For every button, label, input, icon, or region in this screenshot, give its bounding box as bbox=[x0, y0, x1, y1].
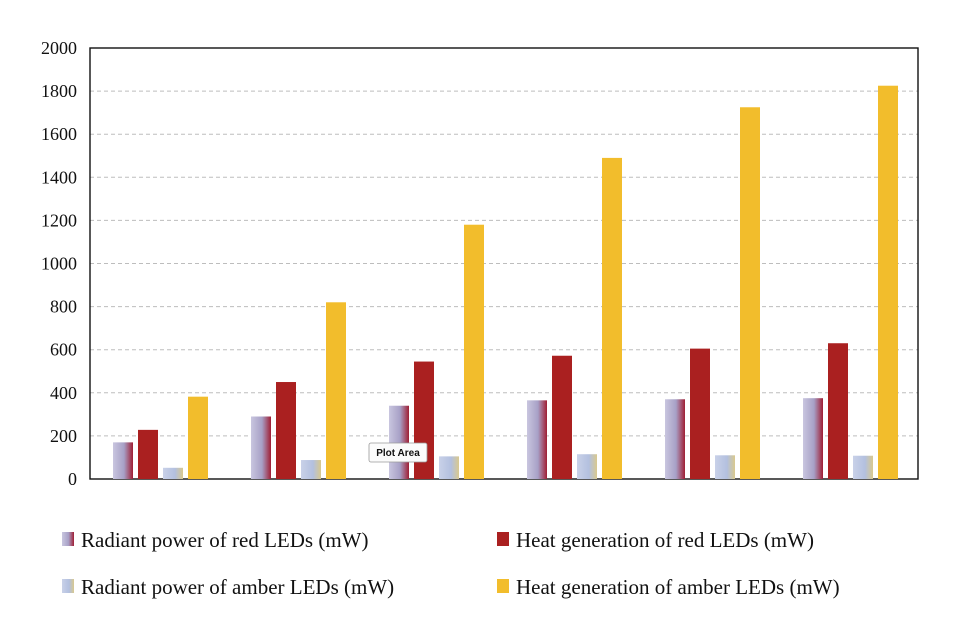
bar-radiant-red-3[interactable] bbox=[389, 405, 409, 479]
y-tick-label: 200 bbox=[50, 426, 77, 446]
tooltip-box bbox=[368, 442, 428, 463]
y-tick-label: 1400 bbox=[41, 167, 77, 187]
bar-radiant-amber-6[interactable] bbox=[853, 455, 873, 479]
legend-swatch-heat-amber bbox=[497, 579, 509, 593]
bar-heat-red-2[interactable] bbox=[276, 382, 296, 479]
bar-radiant-amber-4[interactable] bbox=[577, 454, 597, 479]
y-tick-label: 400 bbox=[50, 383, 77, 403]
legend-label-heat-amber: Heat generation of amber LEDs (mW) bbox=[516, 575, 840, 599]
bar-radiant-red-1[interactable] bbox=[113, 442, 133, 479]
legend-label-heat-red: Heat generation of red LEDs (mW) bbox=[516, 528, 814, 552]
legend-label-radiant-red: Radiant power of red LEDs (mW) bbox=[81, 528, 369, 552]
bar-heat-red-5[interactable] bbox=[690, 348, 710, 479]
y-tick-label: 800 bbox=[50, 297, 77, 317]
bar-heat-red-4[interactable] bbox=[552, 355, 572, 479]
bar-heat-amber-5[interactable] bbox=[740, 107, 760, 479]
plot-area-tooltip: Plot Area bbox=[368, 442, 428, 463]
plot-frame bbox=[89, 47, 919, 480]
bar-radiant-amber-1[interactable] bbox=[163, 467, 183, 479]
legend-swatch-radiant-red bbox=[62, 532, 74, 546]
bar-radiant-amber-3[interactable] bbox=[439, 456, 459, 479]
plot-area: 0 200 400 600 800 1000 1200 1400 1600 1800 2000 bbox=[41, 38, 919, 489]
y-tick-label: 600 bbox=[50, 340, 77, 360]
y-tick-label: 1600 bbox=[41, 124, 77, 144]
bar-heat-amber-1[interactable] bbox=[188, 396, 208, 479]
y-tick-label: 1000 bbox=[41, 254, 77, 274]
bar-heat-amber-6[interactable] bbox=[878, 85, 898, 480]
bar-radiant-amber-5[interactable] bbox=[715, 455, 735, 479]
bar-radiant-red-6[interactable] bbox=[803, 398, 823, 479]
y-tick-label: 1800 bbox=[41, 81, 77, 101]
bar-heat-amber-3[interactable] bbox=[464, 224, 484, 479]
bar-radiant-red-4[interactable] bbox=[527, 400, 547, 479]
y-tick-label: 0 bbox=[68, 469, 77, 489]
y-tick-label: 2000 bbox=[41, 38, 77, 58]
tooltip-label: Plot Area bbox=[376, 448, 420, 459]
legend-swatch-radiant-amber bbox=[62, 579, 74, 593]
bar-radiant-amber-2[interactable] bbox=[301, 460, 321, 479]
bar-heat-amber-4[interactable] bbox=[602, 157, 622, 479]
bar-heat-amber-2[interactable] bbox=[326, 302, 346, 479]
bar-radiant-red-2[interactable] bbox=[251, 416, 271, 479]
bar-radiant-red-5[interactable] bbox=[665, 399, 685, 479]
y-tick-label: 1200 bbox=[41, 210, 77, 230]
bar-heat-red-1[interactable] bbox=[138, 429, 158, 479]
bar-heat-red-6[interactable] bbox=[828, 343, 848, 479]
legend-label-radiant-amber: Radiant power of amber LEDs (mW) bbox=[81, 575, 394, 599]
legend-swatch-heat-red bbox=[497, 532, 509, 546]
legend: Radiant power of red LEDs (mW) Heat gener… bbox=[62, 528, 840, 599]
